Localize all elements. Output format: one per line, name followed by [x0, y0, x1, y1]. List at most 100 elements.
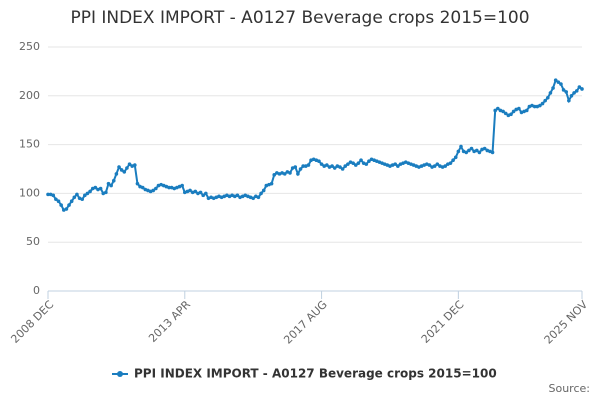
point — [467, 148, 471, 153]
point — [501, 109, 505, 114]
point — [269, 181, 274, 186]
point — [69, 199, 74, 204]
point — [359, 158, 363, 163]
point — [54, 197, 58, 202]
point — [443, 164, 448, 168]
point — [109, 183, 113, 188]
point — [75, 192, 79, 197]
point — [456, 149, 461, 154]
chart-title: PPI INDEX IMPORT - A0127 Beverage crops … — [70, 8, 529, 28]
point — [511, 109, 516, 114]
point — [482, 146, 487, 151]
point — [432, 164, 437, 168]
point — [272, 173, 277, 177]
point — [119, 168, 124, 172]
point — [282, 172, 287, 176]
point — [111, 178, 116, 183]
point — [204, 191, 208, 196]
point — [122, 170, 127, 174]
point — [496, 106, 500, 111]
point — [93, 185, 98, 190]
point — [201, 193, 206, 198]
point — [364, 162, 369, 166]
point — [140, 185, 145, 190]
point — [493, 108, 497, 113]
point — [83, 193, 87, 198]
point — [543, 98, 547, 103]
point — [325, 163, 329, 167]
point — [67, 203, 71, 207]
x-tick-label: 2008 DEC — [8, 298, 56, 346]
point — [353, 163, 358, 167]
point — [451, 158, 455, 163]
point — [51, 193, 56, 198]
point — [469, 146, 474, 151]
point — [556, 80, 561, 84]
point — [64, 207, 69, 211]
point — [151, 188, 156, 193]
point — [393, 162, 398, 166]
point — [548, 91, 553, 95]
point — [346, 162, 350, 166]
point — [574, 89, 579, 93]
point — [332, 166, 337, 170]
point — [330, 164, 334, 168]
point — [251, 196, 255, 201]
legend-marker — [117, 371, 123, 377]
point — [288, 171, 292, 175]
point — [546, 95, 550, 100]
point — [464, 150, 469, 155]
point — [427, 163, 432, 167]
point — [532, 104, 537, 109]
point — [474, 148, 479, 153]
point — [293, 165, 298, 169]
point — [85, 191, 90, 196]
point — [356, 161, 361, 165]
y-tick-label: 50 — [26, 235, 40, 248]
point — [180, 183, 184, 188]
point — [193, 189, 198, 194]
source: Source: — [549, 382, 591, 395]
point — [572, 91, 576, 95]
point — [551, 86, 555, 90]
point — [559, 82, 563, 86]
point — [154, 186, 158, 191]
point — [396, 164, 400, 168]
point — [564, 90, 569, 94]
point — [343, 164, 348, 168]
point — [306, 163, 311, 167]
point — [509, 112, 513, 117]
point — [524, 108, 529, 113]
point — [517, 106, 521, 111]
point — [46, 192, 50, 197]
point — [72, 195, 77, 200]
point — [114, 172, 119, 176]
point — [503, 111, 508, 116]
point — [188, 188, 192, 193]
point — [448, 161, 453, 165]
point — [135, 181, 140, 186]
point — [104, 190, 108, 195]
point — [117, 165, 121, 169]
point — [538, 103, 542, 108]
point — [235, 193, 240, 198]
y-tick-label: 200 — [19, 89, 40, 102]
point — [351, 161, 355, 165]
y-tick-label: 100 — [19, 186, 40, 199]
point — [569, 94, 574, 98]
point — [580, 87, 584, 91]
point — [561, 88, 566, 92]
point — [459, 144, 463, 149]
point — [435, 162, 440, 166]
point — [56, 199, 61, 204]
point — [490, 150, 495, 155]
point — [59, 203, 63, 207]
x-tick-label: 2025 NOV — [542, 298, 591, 347]
x-tick-label: 2021 DEC — [419, 298, 467, 346]
point — [88, 189, 92, 194]
point — [256, 195, 261, 200]
point — [259, 191, 263, 196]
point — [125, 166, 129, 170]
point — [567, 98, 571, 103]
